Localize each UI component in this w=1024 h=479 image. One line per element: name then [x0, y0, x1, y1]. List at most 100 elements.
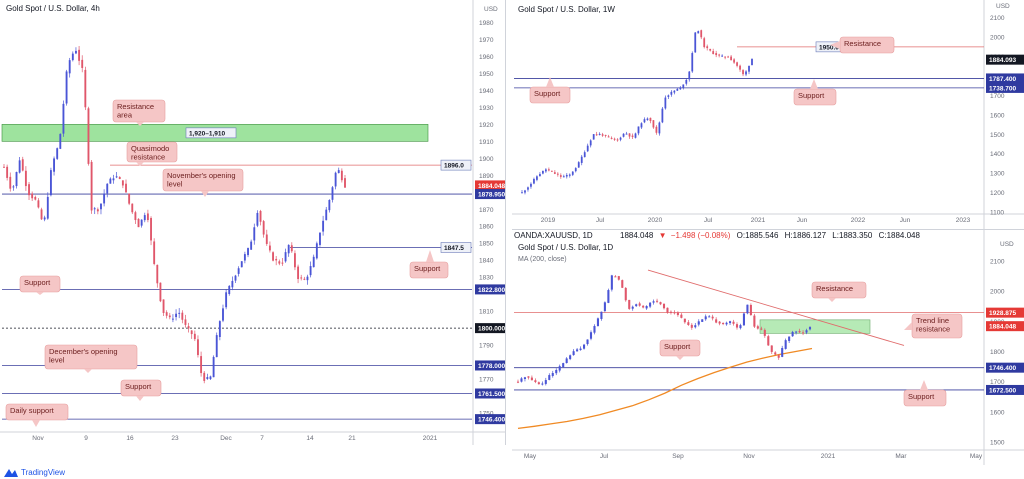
candle-body [337, 170, 340, 174]
candle-body [600, 311, 603, 319]
candle-body [619, 137, 622, 140]
candle-body [774, 352, 777, 355]
candle-body [303, 278, 306, 280]
candle-body [71, 53, 74, 61]
time-tick: May [970, 453, 983, 460]
candle-body [628, 299, 631, 309]
chart-panel-1d[interactable]: OANDA:XAUUSD, 1D 1884.048 ▼ −1.498 (−0.0… [512, 230, 1024, 465]
time-tick: 2021 [751, 217, 766, 224]
candle-body [742, 313, 745, 326]
candle-body [306, 276, 309, 281]
candle-body [649, 302, 652, 307]
chart-panel-1w[interactable]: Gold Spot / U.S. Dollar, 1W USD 2100 2000… [512, 0, 1024, 230]
candle-body [81, 59, 84, 68]
candle-body [748, 65, 750, 72]
candle-body [290, 245, 293, 252]
candle-body [228, 285, 231, 295]
price-tick: 1870 [479, 207, 494, 214]
candle-body [610, 137, 613, 139]
annotations: Resistance Support Support [529, 36, 895, 106]
price-tick: 1950 [479, 71, 494, 78]
candle-body [733, 59, 735, 63]
price-tag-label: 1822.800 [478, 287, 505, 294]
candle-body [34, 196, 37, 200]
price-tag-bg [475, 189, 505, 200]
candle-body [614, 276, 617, 278]
chart-4h-svg[interactable]: Gold Spot / U.S. Dollar, 4h USD 1980 1970… [0, 0, 505, 445]
candle-body [131, 203, 134, 213]
annotation-pointer [546, 77, 554, 87]
candle-body [140, 219, 143, 226]
annotation-line: Support [798, 91, 825, 100]
price-tag-label: 1950.0 [819, 44, 839, 51]
annotation-callout: Support [793, 79, 837, 106]
candle-body [643, 119, 646, 123]
candle-body [328, 199, 331, 211]
price-tag-bg [475, 323, 505, 334]
candle-body [84, 69, 87, 108]
candle-body [24, 170, 27, 187]
candle-body [265, 234, 268, 244]
candle-body [721, 55, 724, 57]
candle-body [550, 170, 553, 172]
candle-body [96, 209, 99, 212]
price-tag-bg [440, 242, 472, 253]
candle-body [756, 326, 759, 329]
time-tick: Dec [220, 435, 232, 442]
chart-1w-svg[interactable]: Gold Spot / U.S. Dollar, 1W USD 2100 2000… [512, 0, 1024, 229]
price-tick: 1850 [479, 241, 494, 248]
candle-body [562, 176, 565, 178]
annotation-pointer [136, 122, 144, 126]
candle-body [613, 138, 616, 140]
candle-body [724, 56, 727, 58]
candle-body [732, 321, 735, 324]
candle-body [6, 166, 9, 178]
annotation-label: December's opening level [49, 347, 118, 365]
tradingview-logo-icon [4, 468, 18, 477]
candle-body [637, 126, 640, 134]
candle-body [3, 166, 5, 168]
candle-body [559, 175, 562, 177]
candle-body [662, 303, 666, 309]
annotation-callout: Support [409, 250, 449, 279]
annotation-label: Trend line resistance [916, 316, 950, 334]
candle-body [730, 56, 732, 61]
price-tag-label: 1746.400 [478, 417, 505, 424]
candle-body [40, 209, 43, 220]
annotation-line: Support [908, 392, 935, 401]
chart-panel-4h[interactable]: Gold Spot / U.S. Dollar, 4h USD 1980 1970… [0, 0, 506, 445]
candle-body [56, 148, 59, 159]
price-tick: 1940 [479, 88, 494, 95]
candle-body [556, 173, 559, 175]
candle-body [153, 241, 156, 264]
candle-body [568, 174, 571, 176]
chart-title: Gold Spot / U.S. Dollar, 4h [6, 4, 100, 13]
candle-body [670, 91, 673, 95]
tradingview-branding[interactable]: TradingView [4, 465, 65, 479]
annotation-pointer [32, 420, 40, 427]
candle-body [118, 177, 121, 179]
price-tag-label: 1928.875 [989, 310, 1016, 317]
candle-body [659, 302, 662, 305]
candle-body [760, 328, 763, 330]
price-tick: 1920 [479, 122, 494, 129]
price-tick: 1800 [990, 349, 1005, 356]
quote-open: 1885.546 [745, 231, 779, 240]
price-axis: 1980 1970 1960 1950 1940 1930 1920 1910 1900 1890… [479, 20, 494, 418]
level-lines [2, 164, 472, 420]
chart-1d-svg[interactable]: OANDA:XAUUSD, 1D 1884.048 ▼ −1.498 (−0.0… [512, 230, 1024, 465]
candle-body [12, 186, 15, 188]
candle-body [685, 79, 688, 84]
price-tag-label: 1,920–1,910 [189, 130, 226, 137]
annotation-pointer [36, 292, 44, 295]
price-tag-bg [986, 82, 1024, 93]
candle-body [735, 324, 739, 328]
candle-body [184, 319, 187, 325]
candle-body [753, 315, 756, 327]
candle-body [272, 252, 274, 261]
candle-body [237, 268, 240, 274]
candle-body [666, 307, 669, 313]
price-tick: 1890 [479, 173, 494, 180]
candle-body [673, 312, 676, 314]
